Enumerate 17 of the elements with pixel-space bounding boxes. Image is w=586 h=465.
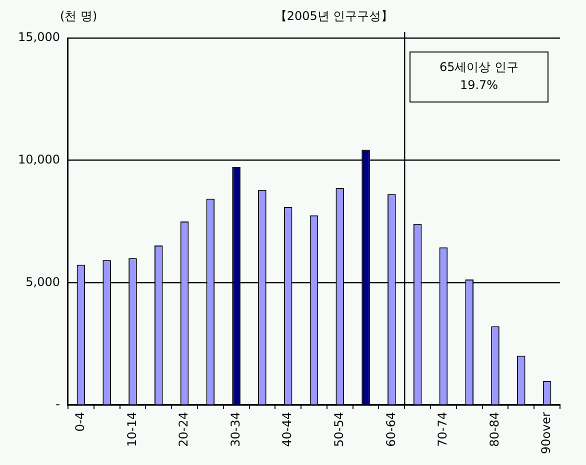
x-tick-label: 30-34 <box>228 412 242 447</box>
x-tick-label: 20-24 <box>176 412 191 447</box>
x-tick-label: 40-44 <box>280 412 294 447</box>
x-tick-label: 80-84 <box>487 412 502 447</box>
x-tick-label: 50-54 <box>332 412 346 447</box>
x-tick-label: 70-74 <box>436 412 450 447</box>
y-tick-label: 5,000 <box>26 274 60 289</box>
annotation: 65세이상 인구 19.7% <box>439 60 519 92</box>
y-tick-label: - <box>56 397 60 412</box>
x-tick-label: 10-14 <box>124 412 139 447</box>
x-tick-label: 60-64 <box>384 412 398 447</box>
y-tick-label: 15,000 <box>18 30 60 44</box>
y-tick-label: 10,000 <box>18 152 60 166</box>
x-tick-label: 0-4 <box>73 412 88 432</box>
chart-title: 【2005년 인구구성】 <box>274 9 394 24</box>
x-tick-label: 90over <box>539 412 554 454</box>
y-axis-title: (천 명) <box>60 9 98 24</box>
